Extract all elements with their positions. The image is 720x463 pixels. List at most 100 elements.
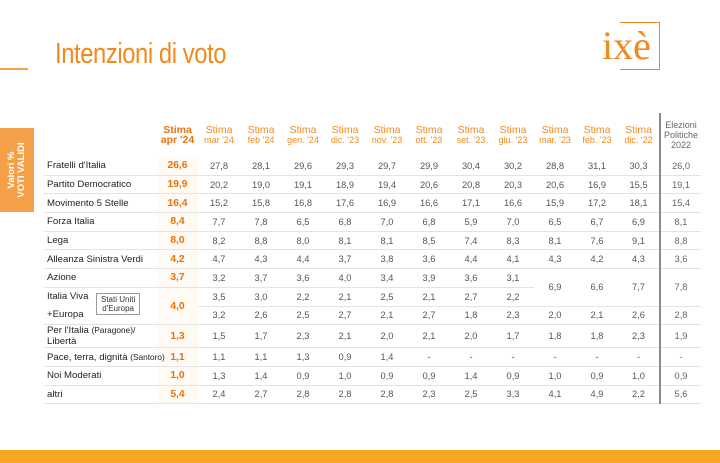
table-cell: 17,1	[450, 193, 492, 214]
party-name-cell: altri	[44, 385, 157, 405]
election-cell: 26,0	[659, 157, 701, 176]
table-cell: 1,7	[492, 324, 534, 349]
table-cell: 8,0	[157, 231, 198, 251]
table-cell: 1,3	[282, 347, 324, 367]
table-cell: 2,7	[450, 287, 492, 307]
table-cell: 2,8	[366, 385, 408, 405]
table-cell: 1,4	[240, 366, 282, 386]
table-cell: 2,3	[282, 324, 324, 349]
table-cell: 20,8	[450, 175, 492, 195]
header-col-label: Stima	[373, 124, 401, 136]
table-cell: 1,3	[198, 366, 240, 386]
merged-cell: 6,9	[534, 268, 576, 307]
party-name: +Europa	[47, 308, 84, 320]
table-row: Partito Democratico 19,9 20,2 19,0 19,1 18,9 1…	[44, 175, 701, 195]
table-row: Pace, terra, dignità (Santoro) 1,1 1,1 1,1 1…	[44, 347, 701, 367]
party-name: Movimento 5 Stelle	[44, 193, 157, 214]
table-cell: 2,3	[492, 306, 534, 326]
election-cell: 3,6	[659, 249, 701, 270]
header-col-label: Stima	[163, 124, 192, 136]
table-cell: -	[576, 347, 618, 367]
table-cell: 6,5	[282, 212, 324, 232]
table-cell: 18,1	[618, 193, 660, 214]
table-cell: 17,6	[324, 193, 366, 214]
table-cell: 1,4	[450, 366, 492, 386]
table-cell: 7,0	[366, 212, 408, 232]
table-cell: 1,3	[157, 324, 198, 349]
table-cell: 2,1	[576, 306, 618, 326]
election-cell: -	[659, 347, 701, 367]
table-cell: 3,7	[324, 249, 366, 270]
table-cell: 2,1	[366, 306, 408, 326]
header-col: Stima gen. '24	[282, 113, 324, 157]
table-cell: 4,2	[576, 249, 618, 270]
table-row: Forza Italia 8,4 7,7 7,8 6,5 6,8 7,0 6,8 5,9 7,0 6…	[44, 212, 701, 232]
table-cell: 1,1	[240, 347, 282, 367]
table-row: Lega 8,0 8,2 8,8 8,0 8,1 8,1 8,5 7,4 8,3 8,1 7,6 9,1…	[44, 231, 701, 251]
table-cell: 29,6	[282, 157, 324, 176]
header-elections-line: Elezioni	[665, 120, 697, 130]
table-cell: 1,0	[157, 366, 198, 386]
table-cell: 16,9	[366, 193, 408, 214]
table-cell: 4,3	[240, 249, 282, 270]
table-cell: 27,8	[198, 157, 240, 176]
header-col: Stima feb. '23	[576, 113, 618, 157]
header-col: Stima nov. '23	[366, 113, 408, 157]
election-cell: 8,1	[659, 212, 701, 232]
stati-uniti-box: Stati Uniti d'Europa	[96, 292, 141, 315]
header-col-date: ott. '23	[415, 135, 443, 145]
header-col: Stima ott. '23	[408, 113, 450, 157]
table-cell: 3,1	[492, 268, 534, 288]
table-cell: 19,1	[282, 175, 324, 195]
table-cell: 2,2	[618, 385, 660, 405]
header-col-label: Stima	[331, 124, 359, 136]
table-cell: 6,5	[534, 212, 576, 232]
table-cell: 16,8	[282, 193, 324, 214]
title-underline	[0, 68, 28, 70]
header-col: Stima mar. '23	[534, 113, 576, 157]
header-col-date: mar '24	[204, 135, 234, 145]
table-row: Azione 3,7 3,2 3,7 3,6 4,0 3,4 3,9 3,6 3,1 6,9 6,6 7…	[44, 268, 701, 307]
header-col-date: apr '24	[160, 134, 195, 146]
party-name: Italia Viva	[47, 290, 89, 302]
header-col-label: Stima	[583, 124, 611, 136]
table-cell: 18,9	[324, 175, 366, 195]
table-cell: 7,6	[576, 231, 618, 251]
table-cell: 3,6	[282, 268, 324, 288]
party-name: Partito Democratico	[44, 175, 157, 195]
side-label: Valori % VOTI VALIDI	[6, 142, 27, 198]
party-name-group: Italia Viva +Europa Stati Uniti d'Europa	[44, 287, 157, 326]
party-name: Forza Italia	[44, 212, 157, 232]
table-cell: 8,5	[408, 231, 450, 251]
table-cell: 20,6	[534, 175, 576, 195]
header-party	[44, 113, 157, 157]
table-cell: 8,2	[198, 231, 240, 251]
table-cell: 4,1	[492, 249, 534, 270]
header-col-date: giu. '23	[498, 135, 528, 145]
table-cell: 1,7	[240, 324, 282, 349]
header-col: Stima dic. '23	[324, 113, 366, 157]
table-cell: 2,5	[450, 385, 492, 405]
party-name: Noi Moderati	[47, 370, 102, 382]
table-cell: 1,8	[534, 324, 576, 349]
party-name: Pace, terra, dignità	[47, 351, 128, 363]
header-col-date: dic. '22	[624, 135, 653, 145]
party-name-note: (Paragone)/	[91, 325, 136, 336]
table-cell: 15,2	[198, 193, 240, 214]
table-cell: 0,9	[576, 366, 618, 386]
header-col-label: Stima	[205, 124, 233, 136]
table-cell: 2,0	[450, 324, 492, 349]
table-cell: 0,9	[492, 366, 534, 386]
table-cell: 3,2	[198, 268, 240, 288]
header-elections-line: Politiche	[663, 130, 699, 140]
table-cell: 16,9	[576, 175, 618, 195]
table-cell: 8,1	[366, 231, 408, 251]
side-label-line2: VOTI VALIDI	[16, 142, 27, 198]
table-cell: 2,6	[240, 306, 282, 326]
table-cell: 4,7	[198, 249, 240, 270]
table-cell: 7,0	[492, 212, 534, 232]
table-row: Per l'Italia (Paragone)/Libertà 1,3 1,5 1,7…	[44, 324, 701, 349]
party-name: Lega	[44, 231, 157, 251]
party-name: Fratelli d'Italia	[44, 157, 157, 176]
table-cell: 17,2	[576, 193, 618, 214]
